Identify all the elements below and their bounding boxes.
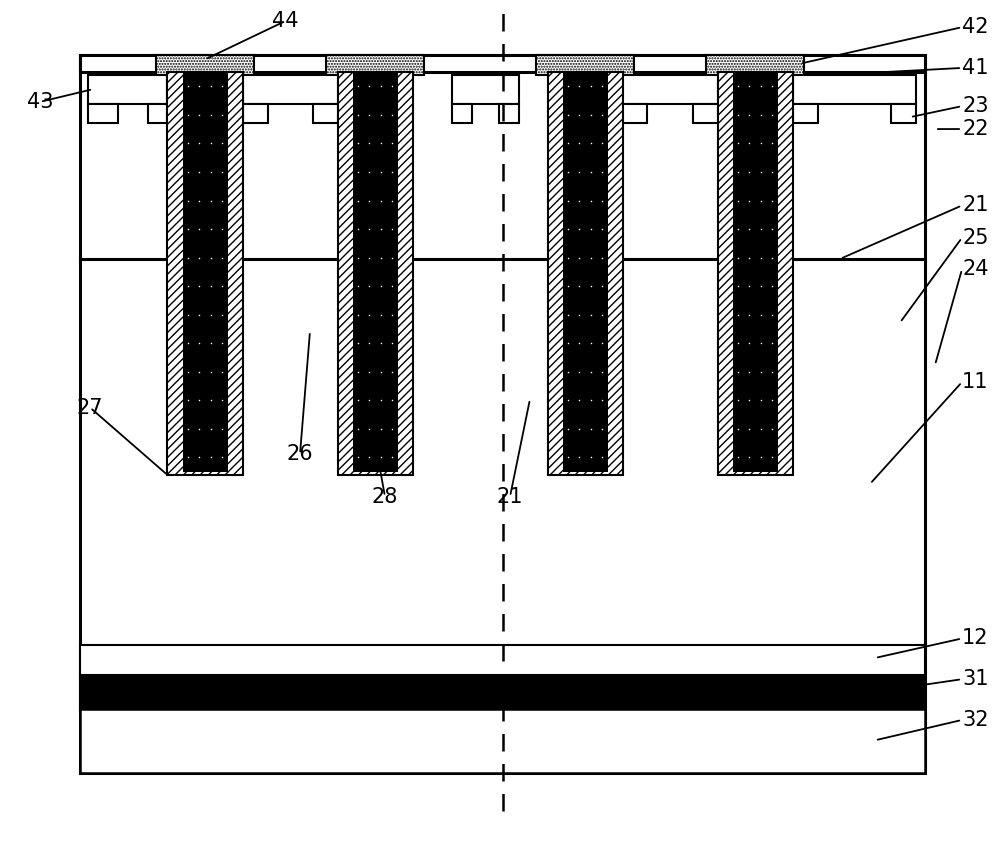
Bar (88, 75, 167, 104)
Bar (80, 645, 925, 675)
Bar (80, 709, 925, 773)
Text: 42: 42 (962, 17, 988, 37)
Text: 27: 27 (77, 397, 103, 418)
Text: 28: 28 (372, 486, 398, 507)
Bar (706, 55, 804, 75)
Bar (80, 55, 925, 72)
Text: 25: 25 (962, 228, 988, 248)
Bar (718, 72, 792, 475)
Bar (732, 72, 778, 472)
Bar (353, 72, 398, 472)
Bar (88, 104, 118, 123)
Bar (80, 675, 925, 709)
Bar (148, 104, 167, 123)
Text: 26: 26 (287, 444, 313, 464)
Bar (693, 104, 718, 123)
Bar (452, 104, 472, 123)
Text: 23: 23 (962, 96, 988, 116)
Text: 22: 22 (962, 119, 988, 139)
Text: 24: 24 (962, 259, 988, 279)
Bar (622, 75, 718, 104)
Text: 11: 11 (962, 372, 988, 392)
Bar (313, 104, 338, 123)
Bar (167, 72, 242, 475)
Text: 21: 21 (497, 486, 523, 507)
Bar (326, 55, 424, 75)
Text: 12: 12 (962, 628, 988, 649)
Bar (182, 72, 228, 472)
Bar (80, 55, 925, 773)
Text: 31: 31 (962, 669, 988, 689)
Bar (243, 75, 338, 104)
Text: 41: 41 (962, 58, 988, 78)
Bar (243, 104, 268, 123)
Text: 21: 21 (962, 195, 988, 216)
Bar (536, 55, 634, 75)
Bar (338, 72, 413, 475)
Bar (793, 75, 916, 104)
Bar (452, 75, 519, 104)
Bar (622, 104, 647, 123)
Bar (793, 104, 818, 123)
Bar (499, 104, 519, 123)
Bar (562, 72, 608, 472)
Text: 44: 44 (272, 11, 298, 31)
Bar (156, 55, 254, 75)
Bar (548, 72, 622, 475)
Bar (891, 104, 916, 123)
Text: 43: 43 (27, 92, 53, 112)
Text: 32: 32 (962, 710, 988, 730)
